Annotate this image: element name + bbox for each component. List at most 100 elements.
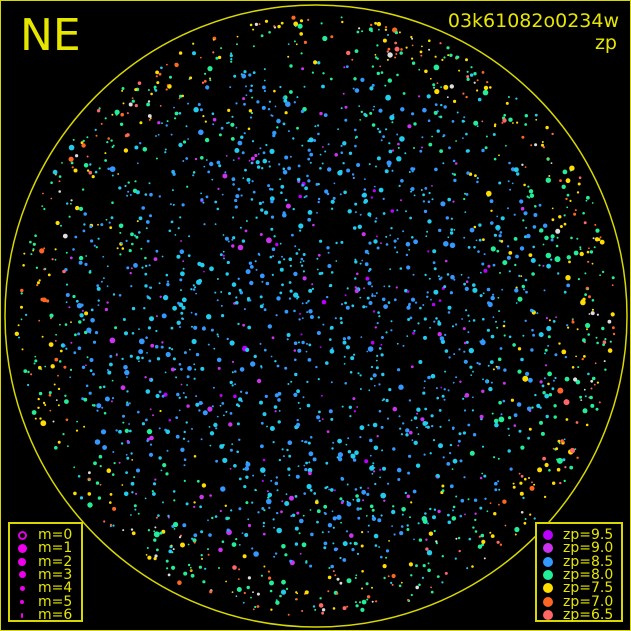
star-point (494, 481, 498, 486)
star-point (361, 232, 366, 237)
star-point (458, 432, 462, 436)
zp-color-swatch-icon (543, 569, 553, 580)
star-point (212, 386, 215, 389)
star-point (342, 541, 348, 547)
star-point (454, 162, 458, 165)
star-point (262, 521, 266, 525)
star-point (78, 255, 84, 261)
star-point (503, 113, 507, 117)
star-point (307, 148, 311, 152)
star-point (486, 328, 490, 332)
star-point (443, 388, 446, 391)
star-point (520, 511, 524, 514)
star-point (499, 271, 501, 274)
star-point (372, 310, 376, 313)
star-point (123, 331, 129, 336)
star-point (328, 488, 330, 491)
star-point (329, 328, 332, 330)
star-point (489, 199, 494, 204)
star-point (259, 295, 263, 299)
star-point (405, 428, 410, 433)
star-point (114, 109, 120, 115)
star-point (427, 568, 431, 573)
star-point (590, 379, 594, 383)
star-point (576, 456, 579, 459)
star-point (433, 64, 440, 71)
star-point (351, 304, 355, 308)
star-point (398, 584, 402, 588)
star-point (565, 178, 571, 184)
star-point (430, 373, 436, 379)
star-point (342, 337, 346, 341)
star-point (192, 42, 195, 45)
star-point (212, 117, 217, 122)
star-point (319, 597, 322, 600)
star-point (147, 89, 150, 91)
star-point (122, 318, 126, 321)
star-point (545, 414, 549, 419)
star-point (162, 501, 164, 504)
star-point (222, 173, 228, 179)
star-point (70, 341, 73, 344)
star-point (226, 528, 230, 532)
star-point (603, 360, 606, 363)
star-point (528, 196, 531, 199)
star-point (513, 167, 519, 173)
star-point (342, 558, 347, 562)
star-point (200, 262, 205, 268)
star-point (174, 111, 179, 116)
star-point (183, 479, 186, 482)
star-point (231, 282, 237, 287)
star-point (435, 540, 438, 543)
star-point (512, 482, 515, 485)
star-point (229, 448, 233, 452)
star-point (407, 471, 411, 475)
star-point (567, 326, 570, 329)
star-point (462, 431, 466, 435)
star-point (294, 245, 297, 248)
star-point (301, 317, 304, 320)
star-point (359, 507, 362, 510)
star-point (326, 246, 330, 250)
star-point (359, 486, 362, 489)
star-point (391, 169, 394, 172)
star-point (326, 430, 330, 433)
star-point (153, 538, 157, 542)
star-point (441, 484, 445, 488)
star-point (594, 362, 597, 365)
star-point (473, 498, 478, 502)
star-point (386, 160, 392, 166)
star-point (250, 596, 252, 599)
star-point (113, 462, 116, 465)
star-point (359, 374, 362, 377)
star-point (264, 394, 268, 398)
star-point (604, 368, 607, 371)
magnitude-legend-entry: m=4 (10, 581, 81, 595)
star-point (237, 157, 240, 160)
star-point (365, 305, 368, 308)
star-point (546, 325, 552, 332)
star-point (406, 290, 410, 293)
star-point (86, 169, 90, 172)
star-point (235, 102, 238, 105)
star-point (271, 188, 274, 191)
star-point (358, 27, 361, 30)
star-point (400, 581, 403, 584)
star-point (481, 539, 486, 545)
star-point (207, 66, 213, 72)
zp-color-swatch-icon (543, 583, 553, 594)
star-point (52, 169, 58, 175)
star-point (230, 122, 235, 127)
star-point (447, 389, 450, 392)
star-point (59, 349, 63, 353)
magnitude-marker-icon (17, 543, 27, 553)
star-point (364, 262, 369, 267)
star-point (413, 416, 418, 420)
star-point (221, 540, 225, 543)
star-point (502, 399, 506, 403)
star-point (401, 507, 406, 512)
star-point (502, 118, 507, 123)
star-point (433, 289, 439, 295)
star-point (181, 305, 186, 310)
star-point (264, 212, 266, 215)
